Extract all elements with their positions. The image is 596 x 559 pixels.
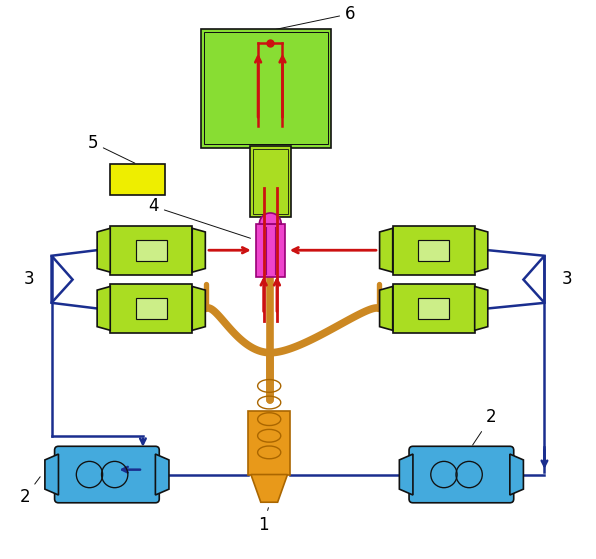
Polygon shape: [510, 454, 523, 495]
Polygon shape: [193, 228, 206, 272]
Text: 3: 3: [561, 271, 572, 288]
Bar: [110, 226, 193, 274]
Text: 2: 2: [473, 409, 496, 445]
Bar: [204, 32, 328, 144]
Bar: [136, 239, 167, 261]
Text: 6: 6: [234, 4, 356, 38]
Polygon shape: [380, 286, 393, 330]
Bar: [393, 284, 474, 333]
Polygon shape: [474, 286, 488, 330]
Bar: [393, 226, 474, 274]
Polygon shape: [251, 475, 287, 502]
Polygon shape: [156, 454, 169, 495]
Bar: [110, 284, 193, 333]
Text: 2: 2: [20, 477, 40, 506]
Text: 3: 3: [24, 271, 35, 288]
Polygon shape: [97, 286, 110, 330]
Bar: [418, 297, 449, 319]
Bar: [250, 146, 291, 217]
Text: 5: 5: [88, 134, 135, 163]
Bar: [418, 239, 449, 261]
FancyBboxPatch shape: [55, 446, 159, 503]
Bar: [256, 224, 285, 277]
Polygon shape: [193, 286, 206, 330]
Polygon shape: [97, 228, 110, 272]
Polygon shape: [45, 454, 58, 495]
Polygon shape: [380, 228, 393, 272]
Text: 4: 4: [148, 197, 250, 238]
Bar: [248, 411, 290, 475]
Text: 1: 1: [258, 508, 269, 534]
Polygon shape: [474, 228, 488, 272]
Polygon shape: [399, 454, 413, 495]
Bar: [253, 149, 288, 214]
Bar: [110, 164, 165, 195]
Bar: [136, 297, 167, 319]
Wedge shape: [259, 213, 281, 224]
Bar: [201, 29, 331, 148]
FancyBboxPatch shape: [409, 446, 514, 503]
